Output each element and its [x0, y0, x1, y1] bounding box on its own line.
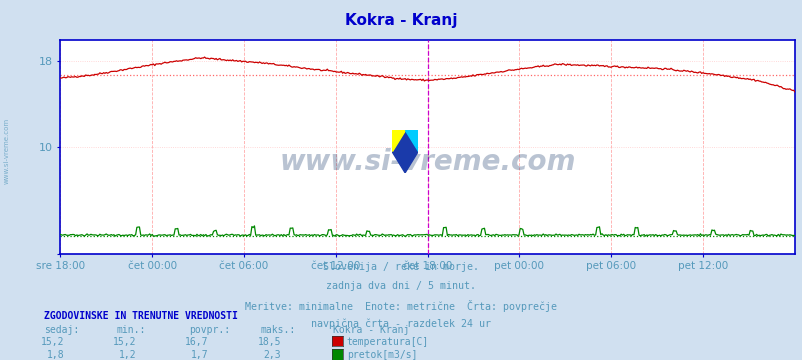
- Text: min.:: min.:: [116, 325, 146, 335]
- Text: Slovenija / reke in morje.: Slovenija / reke in morje.: [323, 262, 479, 272]
- Text: www.si-vreme.com: www.si-vreme.com: [3, 118, 10, 184]
- Text: 15,2: 15,2: [113, 337, 136, 347]
- Text: 15,2: 15,2: [41, 337, 64, 347]
- Text: www.si-vreme.com: www.si-vreme.com: [279, 148, 575, 176]
- Text: povpr.:: povpr.:: [188, 325, 229, 335]
- Text: Kokra - Kranj: Kokra - Kranj: [345, 13, 457, 28]
- Text: navpična črta - razdelek 24 ur: navpična črta - razdelek 24 ur: [311, 318, 491, 329]
- Text: sedaj:: sedaj:: [44, 325, 79, 335]
- Text: 1,8: 1,8: [47, 350, 64, 360]
- Text: temperatura[C]: temperatura[C]: [346, 337, 428, 347]
- Text: pretok[m3/s]: pretok[m3/s]: [346, 350, 417, 360]
- Text: 1,7: 1,7: [191, 350, 209, 360]
- Text: zadnja dva dni / 5 minut.: zadnja dva dni / 5 minut.: [326, 281, 476, 291]
- Polygon shape: [404, 130, 418, 151]
- Text: 1,2: 1,2: [119, 350, 136, 360]
- Text: 18,5: 18,5: [257, 337, 281, 347]
- Text: 16,7: 16,7: [185, 337, 209, 347]
- Text: maks.:: maks.:: [261, 325, 296, 335]
- Polygon shape: [391, 130, 418, 173]
- Text: ZGODOVINSKE IN TRENUTNE VREDNOSTI: ZGODOVINSKE IN TRENUTNE VREDNOSTI: [44, 311, 237, 321]
- Text: Kokra - Kranj: Kokra - Kranj: [333, 325, 409, 335]
- Text: Meritve: minimalne  Enote: metrične  Črta: povprečje: Meritve: minimalne Enote: metrične Črta:…: [245, 300, 557, 311]
- Text: 2,3: 2,3: [263, 350, 281, 360]
- Polygon shape: [391, 130, 404, 151]
